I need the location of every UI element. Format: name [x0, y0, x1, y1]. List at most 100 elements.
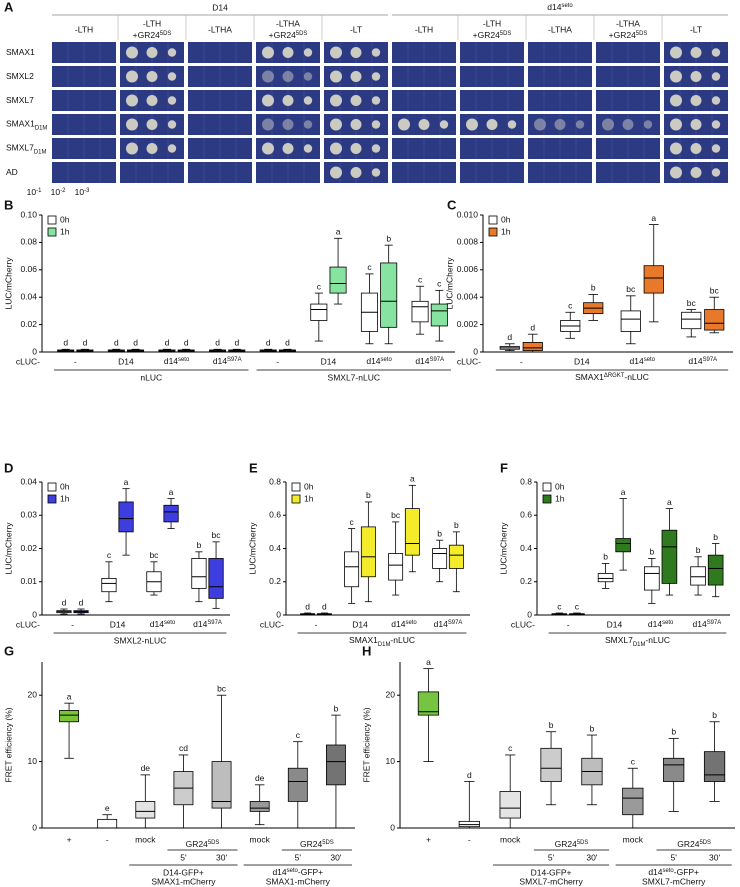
x-tick-label: d14S97A	[688, 356, 717, 366]
significance-letter: d	[530, 322, 535, 332]
medium-label-part: +GR24	[269, 30, 296, 40]
colony	[418, 119, 430, 130]
colony	[330, 94, 342, 107]
medium-label: -LT	[690, 24, 702, 34]
group-label: SMXL2-nLUC	[114, 635, 166, 645]
significance-letter: bc	[391, 510, 401, 520]
x-tick-label-part: d14	[150, 619, 164, 629]
colony	[534, 118, 546, 131]
medium-label: +GR245DS	[269, 30, 308, 40]
box	[411, 300, 429, 323]
x-tick-label-part: seto	[662, 620, 674, 626]
x-tick-label: mock	[250, 834, 271, 844]
strain-label-part: d14	[547, 2, 561, 12]
y-tick-label: 0	[32, 609, 37, 619]
box	[329, 266, 347, 294]
box	[690, 566, 706, 586]
x-tick-label: mock	[500, 834, 521, 844]
x-tick-label: d14S97A	[434, 619, 463, 629]
x-tick-label-part: S97A	[227, 357, 242, 363]
y-tick-label: 0.008	[457, 237, 479, 247]
box	[97, 818, 118, 829]
colony	[575, 120, 585, 129]
row-label: SMXL7D1M	[6, 143, 46, 155]
significance-letter: a	[169, 487, 174, 497]
group-label-part: SMAX1	[349, 635, 378, 645]
colony	[371, 48, 381, 57]
significance-letter: bc	[212, 530, 222, 540]
box	[663, 757, 685, 782]
group-label-part: D1M	[633, 642, 646, 648]
x-prefix: cLUC-	[16, 356, 40, 366]
y-tick-label: 0	[473, 346, 478, 356]
x-prefix: cLUC-	[457, 356, 481, 366]
y-tick-label: 10	[28, 756, 38, 766]
x-tick-label: d14seto	[366, 356, 392, 366]
colony	[711, 120, 721, 129]
x-tick-label: d14seto	[630, 356, 656, 366]
treatment-label: GR245DS	[555, 839, 589, 849]
colony	[350, 47, 362, 58]
legend-swatch	[47, 215, 57, 225]
x-tick-label-part: S97A	[207, 620, 222, 626]
group-label-part: -nLUC	[645, 635, 670, 645]
group-label: d14seto-GFP+	[272, 867, 323, 877]
significance-letter: c	[575, 601, 580, 611]
x-tick-label: +	[67, 834, 72, 844]
colony	[711, 72, 721, 81]
group-label-part: -GFP+	[674, 867, 699, 877]
group-label-part: seto	[663, 868, 675, 874]
medium-label: -LTHA	[208, 24, 232, 34]
medium-label-part: +GR24	[473, 30, 500, 40]
significance-letter: c	[296, 730, 301, 740]
significance-letter: b	[603, 552, 608, 562]
colony	[670, 70, 682, 83]
x-tick-label: mock	[135, 834, 156, 844]
colony	[602, 118, 614, 131]
box	[287, 767, 308, 802]
significance-letter: d	[322, 601, 327, 611]
colony	[330, 70, 342, 83]
legend-label: 0h	[60, 481, 70, 491]
x-tick-label: d14S97A	[415, 356, 444, 366]
box	[208, 558, 224, 599]
y-tick-label: 0.8	[269, 476, 281, 486]
medium-label: +GR245DS	[609, 30, 648, 40]
group-label-part: SMXL7	[605, 635, 633, 645]
x-tick-label-part: seto	[644, 357, 656, 363]
row-label: SMAX1	[6, 47, 35, 57]
y-axis-label: LUC/mCherry	[444, 257, 454, 310]
significance-letter: d	[215, 338, 220, 348]
box	[622, 787, 644, 816]
significance-letter: d	[133, 338, 138, 348]
box	[499, 791, 521, 819]
group-label-part: -nLUC	[624, 372, 649, 382]
legend-swatch	[47, 494, 57, 504]
box	[458, 820, 480, 828]
x-tick-label-part: d14	[366, 356, 380, 366]
x-tick-label: -	[276, 356, 279, 366]
x-tick-label-part: d14	[391, 619, 405, 629]
y-tick-label: 0.01	[20, 576, 37, 586]
significance-letter: d	[63, 338, 68, 348]
colony	[371, 96, 381, 105]
significance-letter: e	[105, 803, 110, 813]
treatment-label-part: 5DS	[577, 840, 589, 846]
x-tick-label: 30'	[709, 852, 720, 862]
group-label: SMXL7-mCherry	[519, 876, 583, 886]
significance-letter: de	[141, 763, 151, 773]
x-tick-label-part: S97A	[707, 620, 722, 626]
significance-letter: b	[713, 532, 718, 542]
medium-label: -LTH	[143, 18, 161, 28]
significance-letter: a	[651, 213, 656, 223]
x-tick-label: D14	[110, 619, 126, 629]
x-tick-label: 5'	[671, 852, 678, 862]
x-tick-label: d14seto	[391, 619, 417, 629]
medium-label: +GR245DS	[473, 30, 512, 40]
significance-letter: b	[366, 490, 371, 500]
x-prefix: cLUC-	[511, 619, 535, 629]
y-tick-label: 0.6	[269, 510, 281, 520]
x-tick-label-part: d14	[693, 619, 707, 629]
medium-label: +GR245DS	[133, 30, 172, 40]
